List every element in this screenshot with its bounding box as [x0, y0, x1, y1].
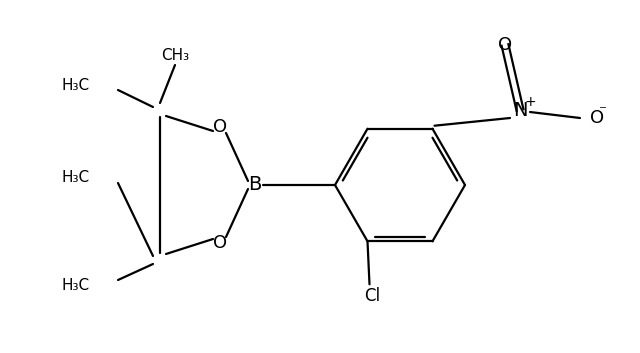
Text: H₃C: H₃C: [62, 78, 90, 92]
Text: O: O: [213, 234, 227, 252]
Text: CH₃: CH₃: [161, 48, 189, 62]
Text: ⁻: ⁻: [599, 103, 607, 119]
Text: O: O: [590, 109, 604, 127]
Text: H₃C: H₃C: [62, 277, 90, 293]
Text: B: B: [248, 175, 262, 195]
Text: +: +: [524, 95, 536, 109]
Text: N: N: [513, 101, 527, 120]
Text: H₃C: H₃C: [62, 170, 90, 185]
Text: O: O: [213, 118, 227, 136]
Text: Cl: Cl: [364, 287, 381, 305]
Text: O: O: [498, 36, 512, 54]
